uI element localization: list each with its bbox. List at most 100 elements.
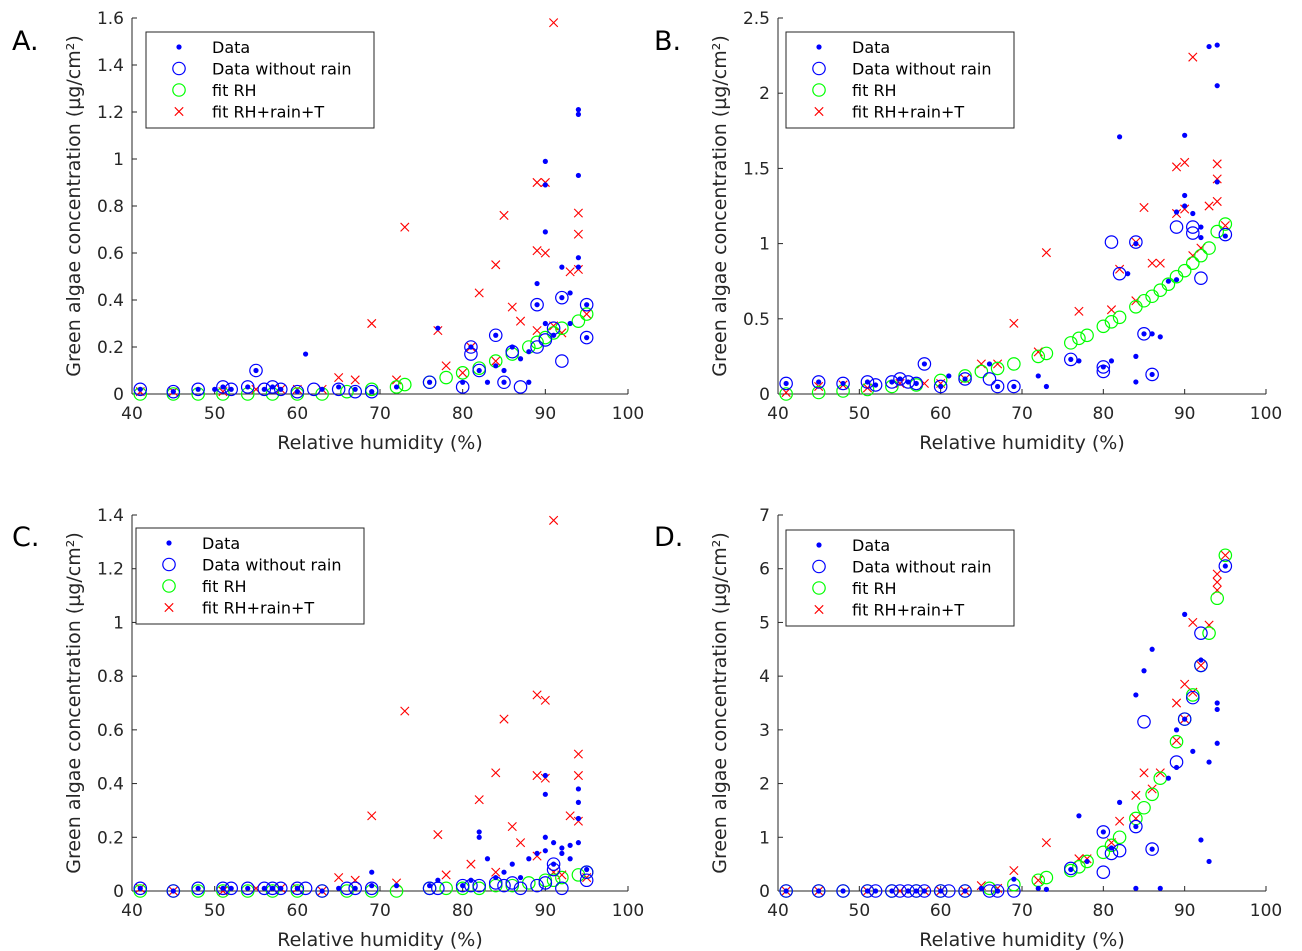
data-point xyxy=(546,857,561,871)
plot-area xyxy=(779,42,1233,401)
x-tick-label: 70 xyxy=(369,901,391,921)
data-point xyxy=(1190,210,1196,217)
data-point xyxy=(1041,248,1051,258)
data-point xyxy=(1031,349,1046,364)
data-point xyxy=(1214,83,1220,89)
legend-marker xyxy=(176,44,182,50)
data-point xyxy=(340,384,354,399)
data-point xyxy=(439,881,453,896)
data-point xyxy=(261,386,267,392)
data-point xyxy=(1206,43,1212,50)
data-point xyxy=(575,172,582,179)
data-point xyxy=(1212,569,1222,579)
data-point xyxy=(532,325,542,336)
data-point xyxy=(993,359,1003,369)
data-point xyxy=(978,885,984,891)
data-point xyxy=(1198,837,1204,843)
y-axis-label: Green algae concentration (µg/cm²) xyxy=(63,35,85,377)
x-tick-label: 60 xyxy=(287,404,309,424)
data-point xyxy=(334,372,344,383)
data-point xyxy=(575,786,582,792)
data-point xyxy=(1108,845,1115,851)
data-point xyxy=(986,361,993,367)
data-point xyxy=(491,260,501,270)
data-point xyxy=(1096,360,1111,374)
data-point xyxy=(455,878,470,893)
data-point xyxy=(1009,866,1019,876)
x-tick-label: 40 xyxy=(767,404,789,424)
data-point xyxy=(573,816,583,826)
data-point xyxy=(441,870,451,880)
data-point xyxy=(499,210,509,220)
data-point xyxy=(1177,712,1192,726)
data-point xyxy=(455,366,470,380)
data-point xyxy=(917,357,932,371)
data-point xyxy=(1096,825,1111,839)
data-point xyxy=(1196,660,1206,670)
y-tick-label: 0 xyxy=(113,385,124,405)
data-point xyxy=(1214,700,1220,706)
data-point xyxy=(1084,858,1090,865)
data-point xyxy=(565,811,575,821)
data-point xyxy=(166,884,181,898)
data-point xyxy=(476,829,482,835)
x-tick-label: 90 xyxy=(535,404,557,424)
data-point xyxy=(1125,271,1131,277)
data-point xyxy=(294,389,300,395)
legend-marker xyxy=(816,542,822,548)
series-data xyxy=(783,42,1228,390)
data-point xyxy=(1043,383,1049,390)
data-point xyxy=(1206,759,1212,765)
data-point xyxy=(1182,203,1188,209)
y-tick-label: 0.4 xyxy=(97,291,124,311)
series-data-without-rain xyxy=(133,290,594,399)
data-point xyxy=(1076,358,1082,364)
data-point xyxy=(573,229,583,239)
data-point xyxy=(350,375,360,385)
data-point xyxy=(575,107,582,113)
data-point xyxy=(584,866,590,873)
data-point xyxy=(933,379,948,394)
data-point xyxy=(1194,271,1208,285)
data-point xyxy=(567,320,573,327)
data-point xyxy=(1222,563,1228,569)
y-tick-label: 1.6 xyxy=(97,9,124,29)
data-point xyxy=(389,380,404,394)
data-point xyxy=(1171,736,1182,746)
data-point xyxy=(501,869,507,875)
y-tick-label: 1 xyxy=(113,613,124,633)
data-point xyxy=(1182,192,1188,199)
data-point xyxy=(1068,356,1074,363)
data-point xyxy=(491,356,501,366)
data-point xyxy=(278,386,284,392)
data-point xyxy=(530,340,544,354)
data-point xyxy=(542,791,548,797)
data-point xyxy=(422,375,437,390)
data-point xyxy=(559,295,565,301)
data-point xyxy=(497,878,511,893)
data-point xyxy=(933,884,948,898)
data-point xyxy=(212,386,218,392)
data-point xyxy=(897,376,903,382)
data-point xyxy=(1112,830,1127,845)
data-point xyxy=(137,885,143,891)
data-point xyxy=(493,874,499,881)
data-point xyxy=(1007,357,1021,371)
data-point xyxy=(435,877,441,883)
series-data xyxy=(783,563,1228,894)
data-point xyxy=(573,208,583,218)
data-point xyxy=(873,888,879,894)
data-point xyxy=(369,869,375,875)
data-point xyxy=(497,375,511,390)
data-point xyxy=(397,377,412,392)
data-point xyxy=(783,888,789,894)
data-point xyxy=(1043,886,1049,892)
y-tick-label: 1.5 xyxy=(743,159,770,179)
data-point xyxy=(1064,336,1078,350)
data-point xyxy=(1182,716,1188,722)
y-tick-label: 0.2 xyxy=(97,338,124,358)
data-point xyxy=(253,367,259,374)
legend-box xyxy=(135,527,365,625)
x-tick-label: 60 xyxy=(287,901,309,921)
